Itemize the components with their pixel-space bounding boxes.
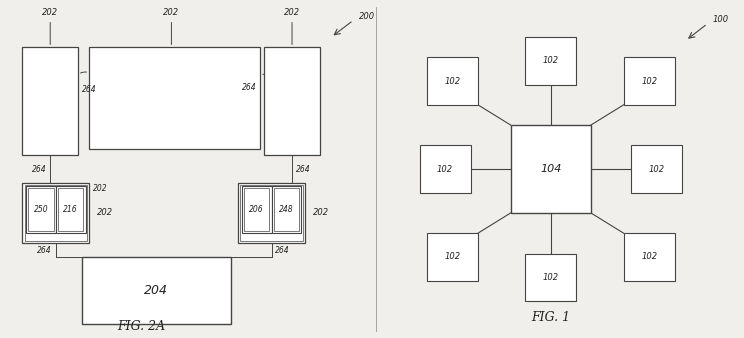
- Bar: [56, 186, 86, 233]
- Text: 200: 200: [359, 12, 375, 21]
- Text: 102: 102: [542, 56, 559, 65]
- Bar: [623, 57, 675, 105]
- Text: 102: 102: [444, 77, 461, 86]
- Bar: [427, 233, 478, 281]
- Bar: [22, 47, 78, 155]
- Bar: [510, 125, 591, 213]
- Text: 264: 264: [32, 165, 46, 173]
- Bar: [274, 188, 299, 231]
- Text: 248: 248: [279, 205, 294, 214]
- Text: 264: 264: [295, 165, 310, 173]
- Bar: [89, 47, 260, 149]
- Bar: [525, 254, 577, 301]
- Bar: [264, 47, 320, 155]
- Bar: [420, 145, 471, 193]
- Bar: [26, 186, 56, 233]
- Bar: [82, 257, 231, 324]
- Bar: [240, 185, 303, 241]
- Text: 202: 202: [93, 184, 108, 193]
- Text: 202: 202: [42, 8, 58, 45]
- Text: 202: 202: [284, 8, 300, 45]
- Text: 264: 264: [37, 246, 52, 255]
- Text: FIG. 1: FIG. 1: [531, 312, 571, 324]
- Text: 102: 102: [641, 252, 657, 261]
- Bar: [22, 183, 89, 243]
- Text: 102: 102: [437, 165, 453, 173]
- Bar: [623, 233, 675, 281]
- Text: 104: 104: [540, 164, 562, 174]
- Text: 102: 102: [649, 165, 664, 173]
- Bar: [242, 186, 272, 233]
- Text: FIG. 2A: FIG. 2A: [118, 320, 165, 333]
- Text: 102: 102: [641, 77, 657, 86]
- Text: 216: 216: [63, 205, 78, 214]
- Text: 202: 202: [97, 209, 113, 217]
- Bar: [25, 185, 87, 241]
- Bar: [631, 145, 682, 193]
- Text: 100: 100: [713, 15, 729, 24]
- Text: 102: 102: [542, 273, 559, 282]
- Bar: [58, 188, 83, 231]
- Text: 264: 264: [275, 246, 290, 255]
- Text: 204: 204: [144, 284, 168, 297]
- Bar: [244, 188, 269, 231]
- Text: 202: 202: [312, 209, 329, 217]
- Bar: [525, 37, 577, 84]
- Text: 250: 250: [33, 205, 48, 214]
- Text: 102: 102: [444, 252, 461, 261]
- Bar: [427, 57, 478, 105]
- Bar: [238, 183, 305, 243]
- Text: 264: 264: [242, 83, 257, 92]
- Bar: [28, 188, 54, 231]
- Bar: [272, 186, 301, 233]
- Text: 202: 202: [164, 8, 179, 45]
- Text: 264: 264: [82, 84, 97, 94]
- Text: 206: 206: [249, 205, 264, 214]
